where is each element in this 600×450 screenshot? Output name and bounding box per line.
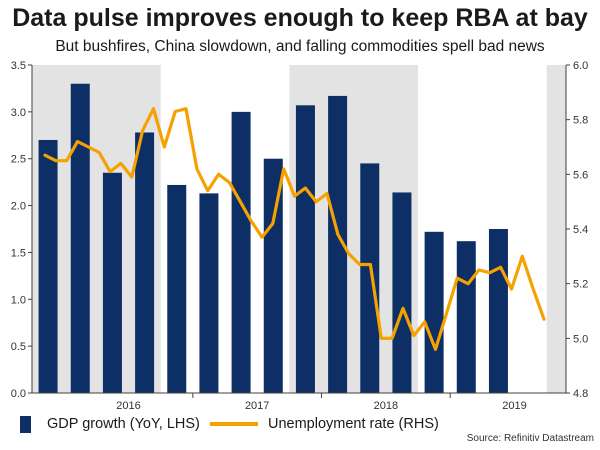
left-tick-label-0: 0.0 xyxy=(11,388,26,400)
gdp-bar-3 xyxy=(135,132,155,393)
chart-subtitle: But bushfires, China slowdown, and falli… xyxy=(55,38,545,55)
gdp-bar-13 xyxy=(456,241,476,393)
left-tick-label-1: 0.5 xyxy=(11,341,26,353)
x-tick-label-2018: 2018 xyxy=(374,400,398,412)
unemployment-legend-label: Unemployment rate (RHS) xyxy=(268,416,439,432)
gdp-bar-6 xyxy=(231,111,251,393)
gdp-bar-9 xyxy=(328,95,348,393)
x-tick-label-2019: 2019 xyxy=(502,400,526,412)
right-tick-label-1: 5.0 xyxy=(573,333,588,345)
left-tick-label-2: 1.0 xyxy=(11,294,26,306)
gdp-bars xyxy=(38,83,508,393)
right-tick-label-5: 5.8 xyxy=(573,115,588,127)
left-tick-label-4: 2.0 xyxy=(11,201,26,213)
right-tick-label-0: 4.8 xyxy=(573,388,588,400)
gdp-bar-1 xyxy=(70,83,90,393)
gdp-bar-10 xyxy=(360,163,380,393)
x-tick-label-2016: 2016 xyxy=(116,400,140,412)
left-tick-label-6: 3.0 xyxy=(11,107,26,119)
legend-unemployment: Unemployment rate (RHS) xyxy=(210,414,439,434)
left-tick-label-3: 1.5 xyxy=(11,247,26,259)
legend-gdp: GDP growth (YoY, LHS) xyxy=(20,414,200,434)
x-tick-label-2017: 2017 xyxy=(245,400,269,412)
left-tick-label-5: 2.5 xyxy=(11,154,26,166)
shaded-band-2 xyxy=(546,65,566,393)
axes: 0.0 0.5 1.0 1.5 2.0 2.5 3.0 3.5 4.8 5.0 5.2 5.4 5.6 5… xyxy=(11,60,589,412)
gdp-legend-swatch xyxy=(20,415,31,433)
chart-title: Data pulse improves enough to keep RBA a… xyxy=(12,4,588,32)
gdp-bar-11 xyxy=(392,192,412,393)
gdp-bar-7 xyxy=(263,158,283,393)
unemployment-line xyxy=(43,107,546,351)
right-tick-label-6: 6.0 xyxy=(573,60,588,72)
right-tick-label-3: 5.4 xyxy=(573,224,588,236)
left-tick-label-7: 3.5 xyxy=(11,60,26,72)
gdp-bar-4 xyxy=(167,184,187,393)
gdp-bar-14 xyxy=(488,229,508,393)
unemployment-line-group xyxy=(43,107,546,351)
right-tick-label-4: 5.6 xyxy=(573,169,588,181)
gdp-bar-8 xyxy=(295,105,315,393)
gdp-bar-0 xyxy=(38,139,58,393)
gdp-legend-label: GDP growth (YoY, LHS) xyxy=(47,416,200,432)
unemployment-legend-swatch xyxy=(210,422,258,426)
source-note: Source: Refinitiv Datastream xyxy=(466,433,594,444)
gdp-bar-12 xyxy=(424,231,444,393)
gdp-bar-5 xyxy=(199,193,219,393)
gdp-bar-2 xyxy=(102,172,122,393)
right-tick-label-2: 5.2 xyxy=(573,279,588,291)
